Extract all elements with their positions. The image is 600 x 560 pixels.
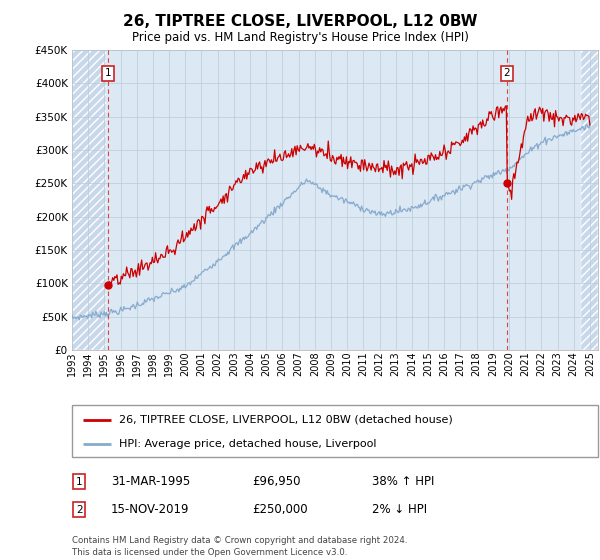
Text: 15-NOV-2019: 15-NOV-2019 <box>111 503 190 516</box>
Text: 38% ↑ HPI: 38% ↑ HPI <box>372 475 434 488</box>
Text: 31-MAR-1995: 31-MAR-1995 <box>111 475 190 488</box>
Text: HPI: Average price, detached house, Liverpool: HPI: Average price, detached house, Live… <box>119 439 377 449</box>
Text: Price paid vs. HM Land Registry's House Price Index (HPI): Price paid vs. HM Land Registry's House … <box>131 31 469 44</box>
Text: 1: 1 <box>105 68 112 78</box>
Text: 2: 2 <box>504 68 511 78</box>
Bar <box>72 50 106 350</box>
Bar <box>581 50 598 350</box>
Text: 26, TIPTREE CLOSE, LIVERPOOL, L12 0BW (detached house): 26, TIPTREE CLOSE, LIVERPOOL, L12 0BW (d… <box>119 414 453 424</box>
Text: 26, TIPTREE CLOSE, LIVERPOOL, L12 0BW: 26, TIPTREE CLOSE, LIVERPOOL, L12 0BW <box>123 14 477 29</box>
Text: 2% ↓ HPI: 2% ↓ HPI <box>372 503 427 516</box>
Text: Contains HM Land Registry data © Crown copyright and database right 2024.
This d: Contains HM Land Registry data © Crown c… <box>72 536 407 557</box>
Text: 1: 1 <box>76 477 83 487</box>
Text: £96,950: £96,950 <box>252 475 301 488</box>
Text: £250,000: £250,000 <box>252 503 308 516</box>
Text: 2: 2 <box>76 505 83 515</box>
Bar <box>581 50 598 350</box>
Bar <box>72 50 106 350</box>
